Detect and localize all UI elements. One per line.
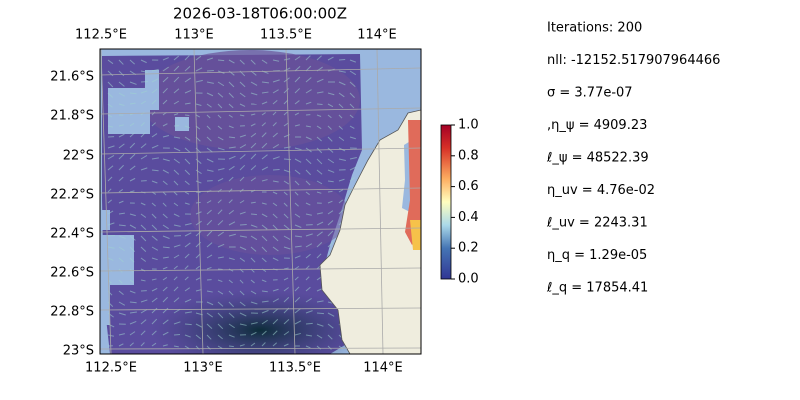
info-line: η_q = 1.29e-05 [547,248,647,263]
lat-label: 21.8°S [50,109,94,124]
map-frame [99,48,422,355]
mask-patch [100,285,110,325]
info-line: ℓ_uv = 2243.31 [546,216,648,231]
lon-label: 113.5°E [269,361,321,376]
lon-label: 112.5°E [75,28,127,43]
lon-label: 113.5°E [260,28,312,43]
colorbar-tick-label: 0.4 [458,210,479,225]
info-line: ,η_ψ = 4909.23 [547,118,647,133]
lat-label: 22.2°S [50,188,94,203]
colorbar-tick-label: 0.6 [458,179,479,194]
lat-label: 22°S [63,149,94,164]
info-line: ℓ_ψ = 48522.39 [546,151,649,166]
mask-patch [175,117,189,131]
colorbar-tick-label: 1.0 [458,118,479,133]
info-panel: Iterations: 200 nll: -12152.517907964466 σ… [546,21,720,296]
lat-label: 23°S [63,344,94,359]
lat-label: 22.4°S [50,227,94,242]
field-dark [150,290,370,354]
title: 2026-03-18T06:00:00Z [173,5,347,23]
info-line: ℓ_q = 17854.41 [546,281,648,296]
map [100,49,421,354]
graticule [100,49,421,354]
colorbar-tick-label: 0.2 [458,241,479,256]
info-line: nll: -12152.517907964466 [547,53,720,68]
info-line: Iterations: 200 [547,21,642,36]
warm-patch [410,220,421,250]
colorbar-tick-label: 0.8 [458,148,479,163]
mask-patch [100,210,110,230]
lon-label: 114°E [363,361,403,376]
lat-label: 22.6°S [50,266,94,281]
colorbar [440,124,452,280]
vector-field [107,55,357,350]
land [319,109,421,354]
field-highlight [140,50,360,150]
info-line: σ = 3.77e-07 [547,86,633,101]
lat-label: 21.6°S [50,70,94,85]
info-line: η_uv = 4.76e-02 [547,183,655,198]
mask-patch [108,88,150,134]
lon-label: 113°E [183,361,223,376]
colorbar-ticks: 0.0 0.2 0.4 0.6 0.8 1.0 [451,118,479,287]
colorbar-tick-label: 0.0 [458,272,479,287]
hot-patch [405,120,421,245]
mask-patch [100,235,134,285]
field-highlight [190,175,350,255]
lon-label: 113°E [174,28,214,43]
lon-label: 112.5°E [85,361,137,376]
lat-label: 22.8°S [50,305,94,320]
lon-label: 114°E [357,28,397,43]
map-labels: 112.5°E 113°E 113.5°E 114°E 112.5°E 113°E 113.… [50,28,402,376]
